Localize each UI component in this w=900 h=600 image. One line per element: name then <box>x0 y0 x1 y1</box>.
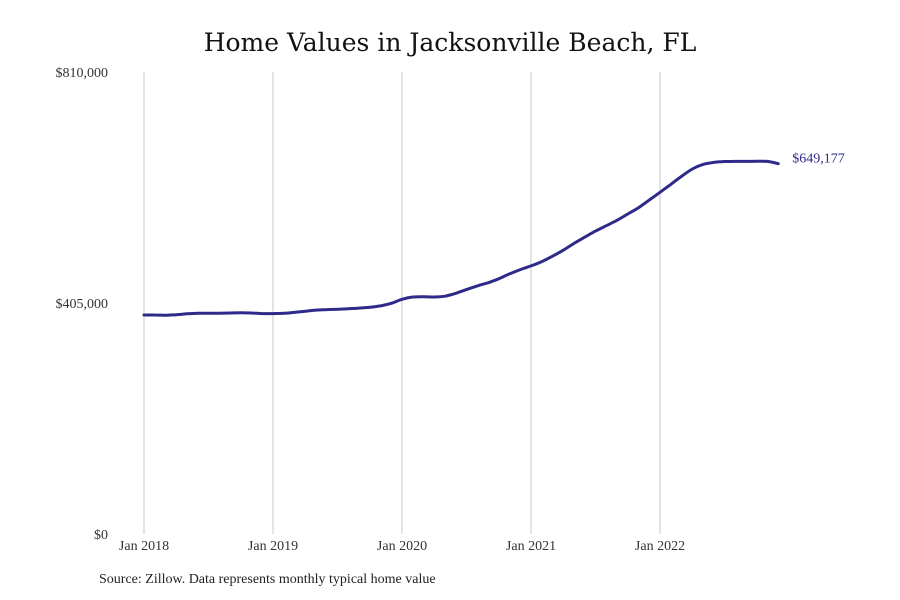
x-tick-label: Jan 2020 <box>377 539 427 554</box>
series-line-home-value <box>142 159 780 317</box>
y-axis-ticks: $0 $405,000 $810,000 <box>56 66 109 543</box>
x-tick-label: Jan 2021 <box>506 539 556 554</box>
end-value-label: $649,177 <box>792 152 845 167</box>
y-tick-label: $810,000 <box>56 66 109 81</box>
source-note: Source: Zillow. Data represents monthly … <box>99 572 436 587</box>
x-axis-ticks: Jan 2018 Jan 2019 Jan 2020 Jan 2021 Jan 2022 <box>119 539 685 554</box>
x-tick-label: Jan 2018 <box>119 539 169 554</box>
gridlines <box>143 72 661 534</box>
y-tick-label: $0 <box>94 528 108 543</box>
chart-title: Home Values in Jacksonville Beach, FL <box>203 28 697 57</box>
y-tick-label: $405,000 <box>56 297 109 312</box>
x-tick-label: Jan 2022 <box>635 539 685 554</box>
x-tick-label: Jan 2019 <box>248 539 298 554</box>
